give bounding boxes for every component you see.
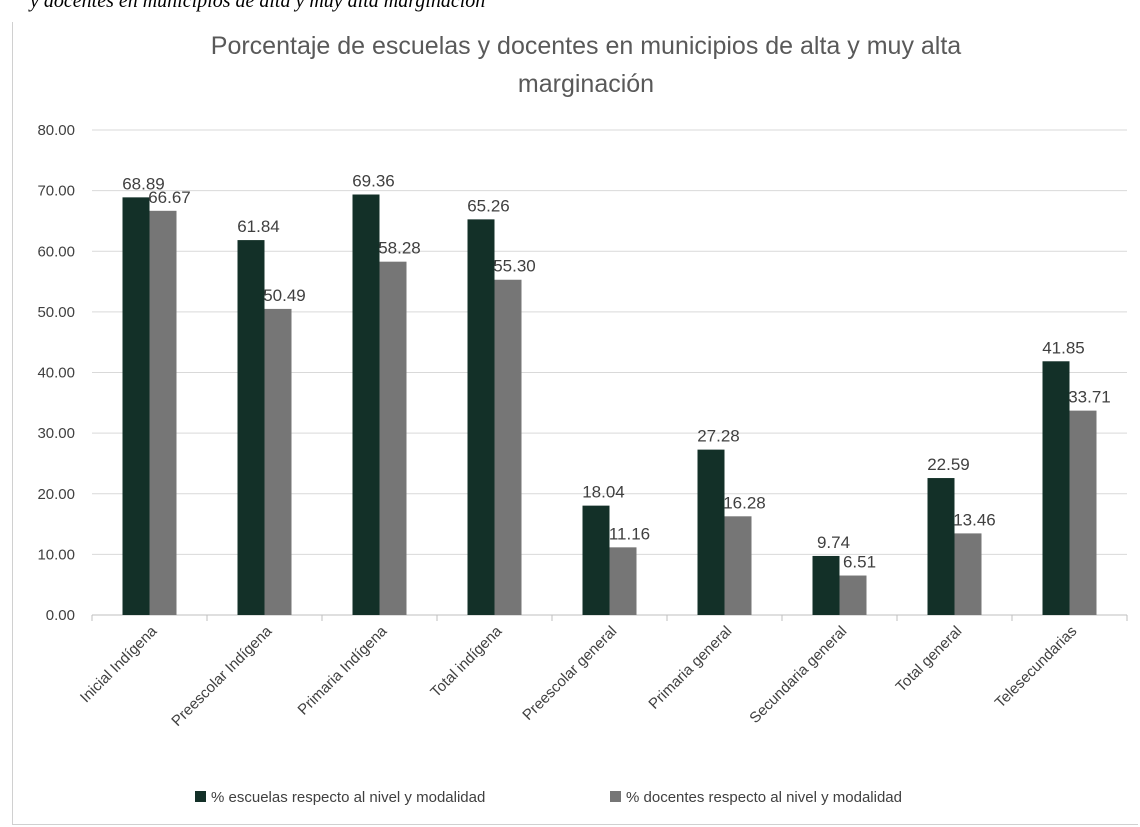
legend-label-docentes: % docentes respecto al nivel y modalidad bbox=[626, 789, 902, 806]
bar-escuelas bbox=[582, 505, 610, 615]
bar-escuelas bbox=[927, 478, 955, 615]
legend-swatch-docentes bbox=[610, 791, 621, 802]
data-label-escuelas: 9.74 bbox=[817, 533, 850, 552]
category-label: Primaria general bbox=[645, 623, 735, 713]
data-label-docentes: 55.30 bbox=[493, 257, 536, 276]
data-label-docentes: 58.28 bbox=[378, 239, 421, 258]
bar-escuelas bbox=[467, 219, 495, 615]
legend-swatch-escuelas bbox=[195, 791, 206, 802]
bar-docentes bbox=[264, 308, 292, 615]
y-tick-label: 30.00 bbox=[37, 425, 75, 442]
bar-docentes bbox=[494, 279, 522, 615]
category-label: Secundaria general bbox=[746, 623, 850, 727]
bar-docentes bbox=[1069, 410, 1097, 615]
data-label-docentes: 66.67 bbox=[148, 188, 191, 207]
figure-caption: y docentes en municipios de alta y muy a… bbox=[0, 0, 1140, 20]
chart-frame bbox=[12, 22, 1138, 825]
bar-escuelas bbox=[1042, 361, 1070, 615]
bar-escuelas bbox=[122, 197, 150, 615]
chart-title-line-2: marginación bbox=[518, 70, 654, 98]
category-label: Telesecundarias bbox=[992, 623, 1081, 712]
bar-escuelas bbox=[352, 194, 380, 615]
legend-label-escuelas: % escuelas respecto al nivel y modalidad bbox=[211, 789, 485, 806]
y-tick-label: 0.00 bbox=[46, 607, 75, 624]
category-label: Inicial Indígena bbox=[77, 622, 161, 706]
category-label: Total indígena bbox=[427, 622, 506, 701]
y-tick-label: 50.00 bbox=[37, 304, 75, 321]
bar-escuelas bbox=[812, 555, 840, 615]
category-label: Primaria Indígena bbox=[295, 622, 391, 718]
data-label-docentes: 33.71 bbox=[1068, 388, 1111, 407]
data-label-docentes: 6.51 bbox=[843, 553, 876, 572]
data-label-escuelas: 68.89 bbox=[122, 174, 165, 193]
bar-escuelas bbox=[237, 240, 265, 615]
category-label: Preescolar general bbox=[519, 623, 620, 724]
data-label-escuelas: 65.26 bbox=[467, 196, 510, 215]
data-label-escuelas: 41.85 bbox=[1042, 338, 1085, 357]
bar-docentes bbox=[839, 575, 867, 615]
bar-docentes bbox=[954, 533, 982, 615]
data-label-docentes: 50.49 bbox=[263, 286, 306, 305]
category-label: Total general bbox=[893, 623, 966, 696]
bar-docentes bbox=[379, 261, 407, 615]
y-tick-label: 40.00 bbox=[37, 365, 75, 382]
bar-docentes bbox=[724, 516, 752, 615]
data-label-docentes: 13.46 bbox=[953, 510, 996, 529]
bar-escuelas bbox=[697, 449, 725, 615]
data-label-escuelas: 61.84 bbox=[237, 217, 280, 236]
y-tick-label: 70.00 bbox=[37, 183, 75, 200]
data-label-escuelas: 22.59 bbox=[927, 455, 970, 474]
data-label-escuelas: 69.36 bbox=[352, 172, 395, 191]
bar-docentes bbox=[149, 210, 177, 616]
data-label-docentes: 16.28 bbox=[723, 493, 766, 512]
y-tick-label: 10.00 bbox=[37, 546, 75, 563]
category-label: Preescolar Indígena bbox=[168, 622, 275, 729]
data-label-docentes: 11.16 bbox=[609, 524, 650, 543]
y-tick-label: 60.00 bbox=[37, 243, 75, 260]
bar-docentes bbox=[609, 547, 637, 615]
chart-title-line-1: Porcentaje de escuelas y docentes en mun… bbox=[211, 32, 962, 60]
data-label-escuelas: 27.28 bbox=[697, 427, 740, 446]
data-label-escuelas: 18.04 bbox=[582, 483, 625, 502]
y-tick-label: 20.00 bbox=[37, 486, 75, 503]
y-tick-label: 80.00 bbox=[37, 122, 75, 139]
figure-caption-text: y docentes en municipios de alta y muy a… bbox=[30, 0, 486, 12]
